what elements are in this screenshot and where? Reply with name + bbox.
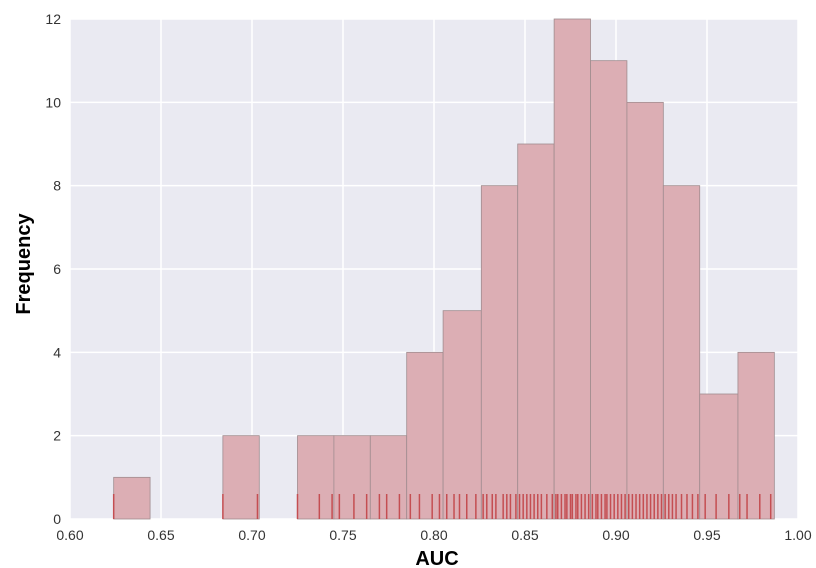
rug-marks xyxy=(112,494,772,519)
histogram-bar xyxy=(517,143,555,520)
y-tick-label: 4 xyxy=(53,344,61,360)
histogram-bar xyxy=(553,18,591,520)
y-tick-label: 2 xyxy=(53,428,61,444)
x-tick-label: 0.70 xyxy=(238,527,265,543)
x-tick-label: 0.95 xyxy=(693,527,720,543)
y-tick-label: 10 xyxy=(45,94,61,110)
histogram-bar xyxy=(222,435,260,520)
histogram-bar xyxy=(406,351,444,520)
y-axis-label: Frequency xyxy=(13,213,35,315)
histogram-bar xyxy=(662,185,701,520)
y-tick-label: 0 xyxy=(53,511,61,527)
x-tick-label: 0.85 xyxy=(511,527,538,543)
histogram-bar xyxy=(590,60,628,520)
y-tick-label: 6 xyxy=(53,261,61,277)
x-tick-label: 0.75 xyxy=(329,527,356,543)
histogram-bars xyxy=(113,18,775,520)
histogram-bar xyxy=(442,310,482,520)
x-tick-labels: 0.60 0.65 0.70 0.75 0.80 0.85 0.90 0.95 1.00 xyxy=(56,527,811,543)
x-axis-label: AUC xyxy=(415,548,458,568)
histogram-bar xyxy=(737,351,775,520)
histogram-bar xyxy=(113,476,151,520)
x-tick-label: 1.00 xyxy=(784,527,811,543)
histogram-bar xyxy=(369,435,408,520)
histogram-bar xyxy=(699,393,739,520)
y-tick-labels: 0 2 4 6 8 10 12 xyxy=(45,11,61,527)
x-tick-label: 0.60 xyxy=(56,527,83,543)
x-tick-label: 0.65 xyxy=(147,527,174,543)
histogram-bar xyxy=(626,101,664,520)
y-tick-label: 8 xyxy=(53,178,61,194)
histogram-bar xyxy=(480,185,519,520)
histogram-bar xyxy=(297,435,335,520)
y-tick-label: 12 xyxy=(45,11,61,27)
x-tick-label: 0.80 xyxy=(420,527,447,543)
x-tick-label: 0.90 xyxy=(602,527,629,543)
